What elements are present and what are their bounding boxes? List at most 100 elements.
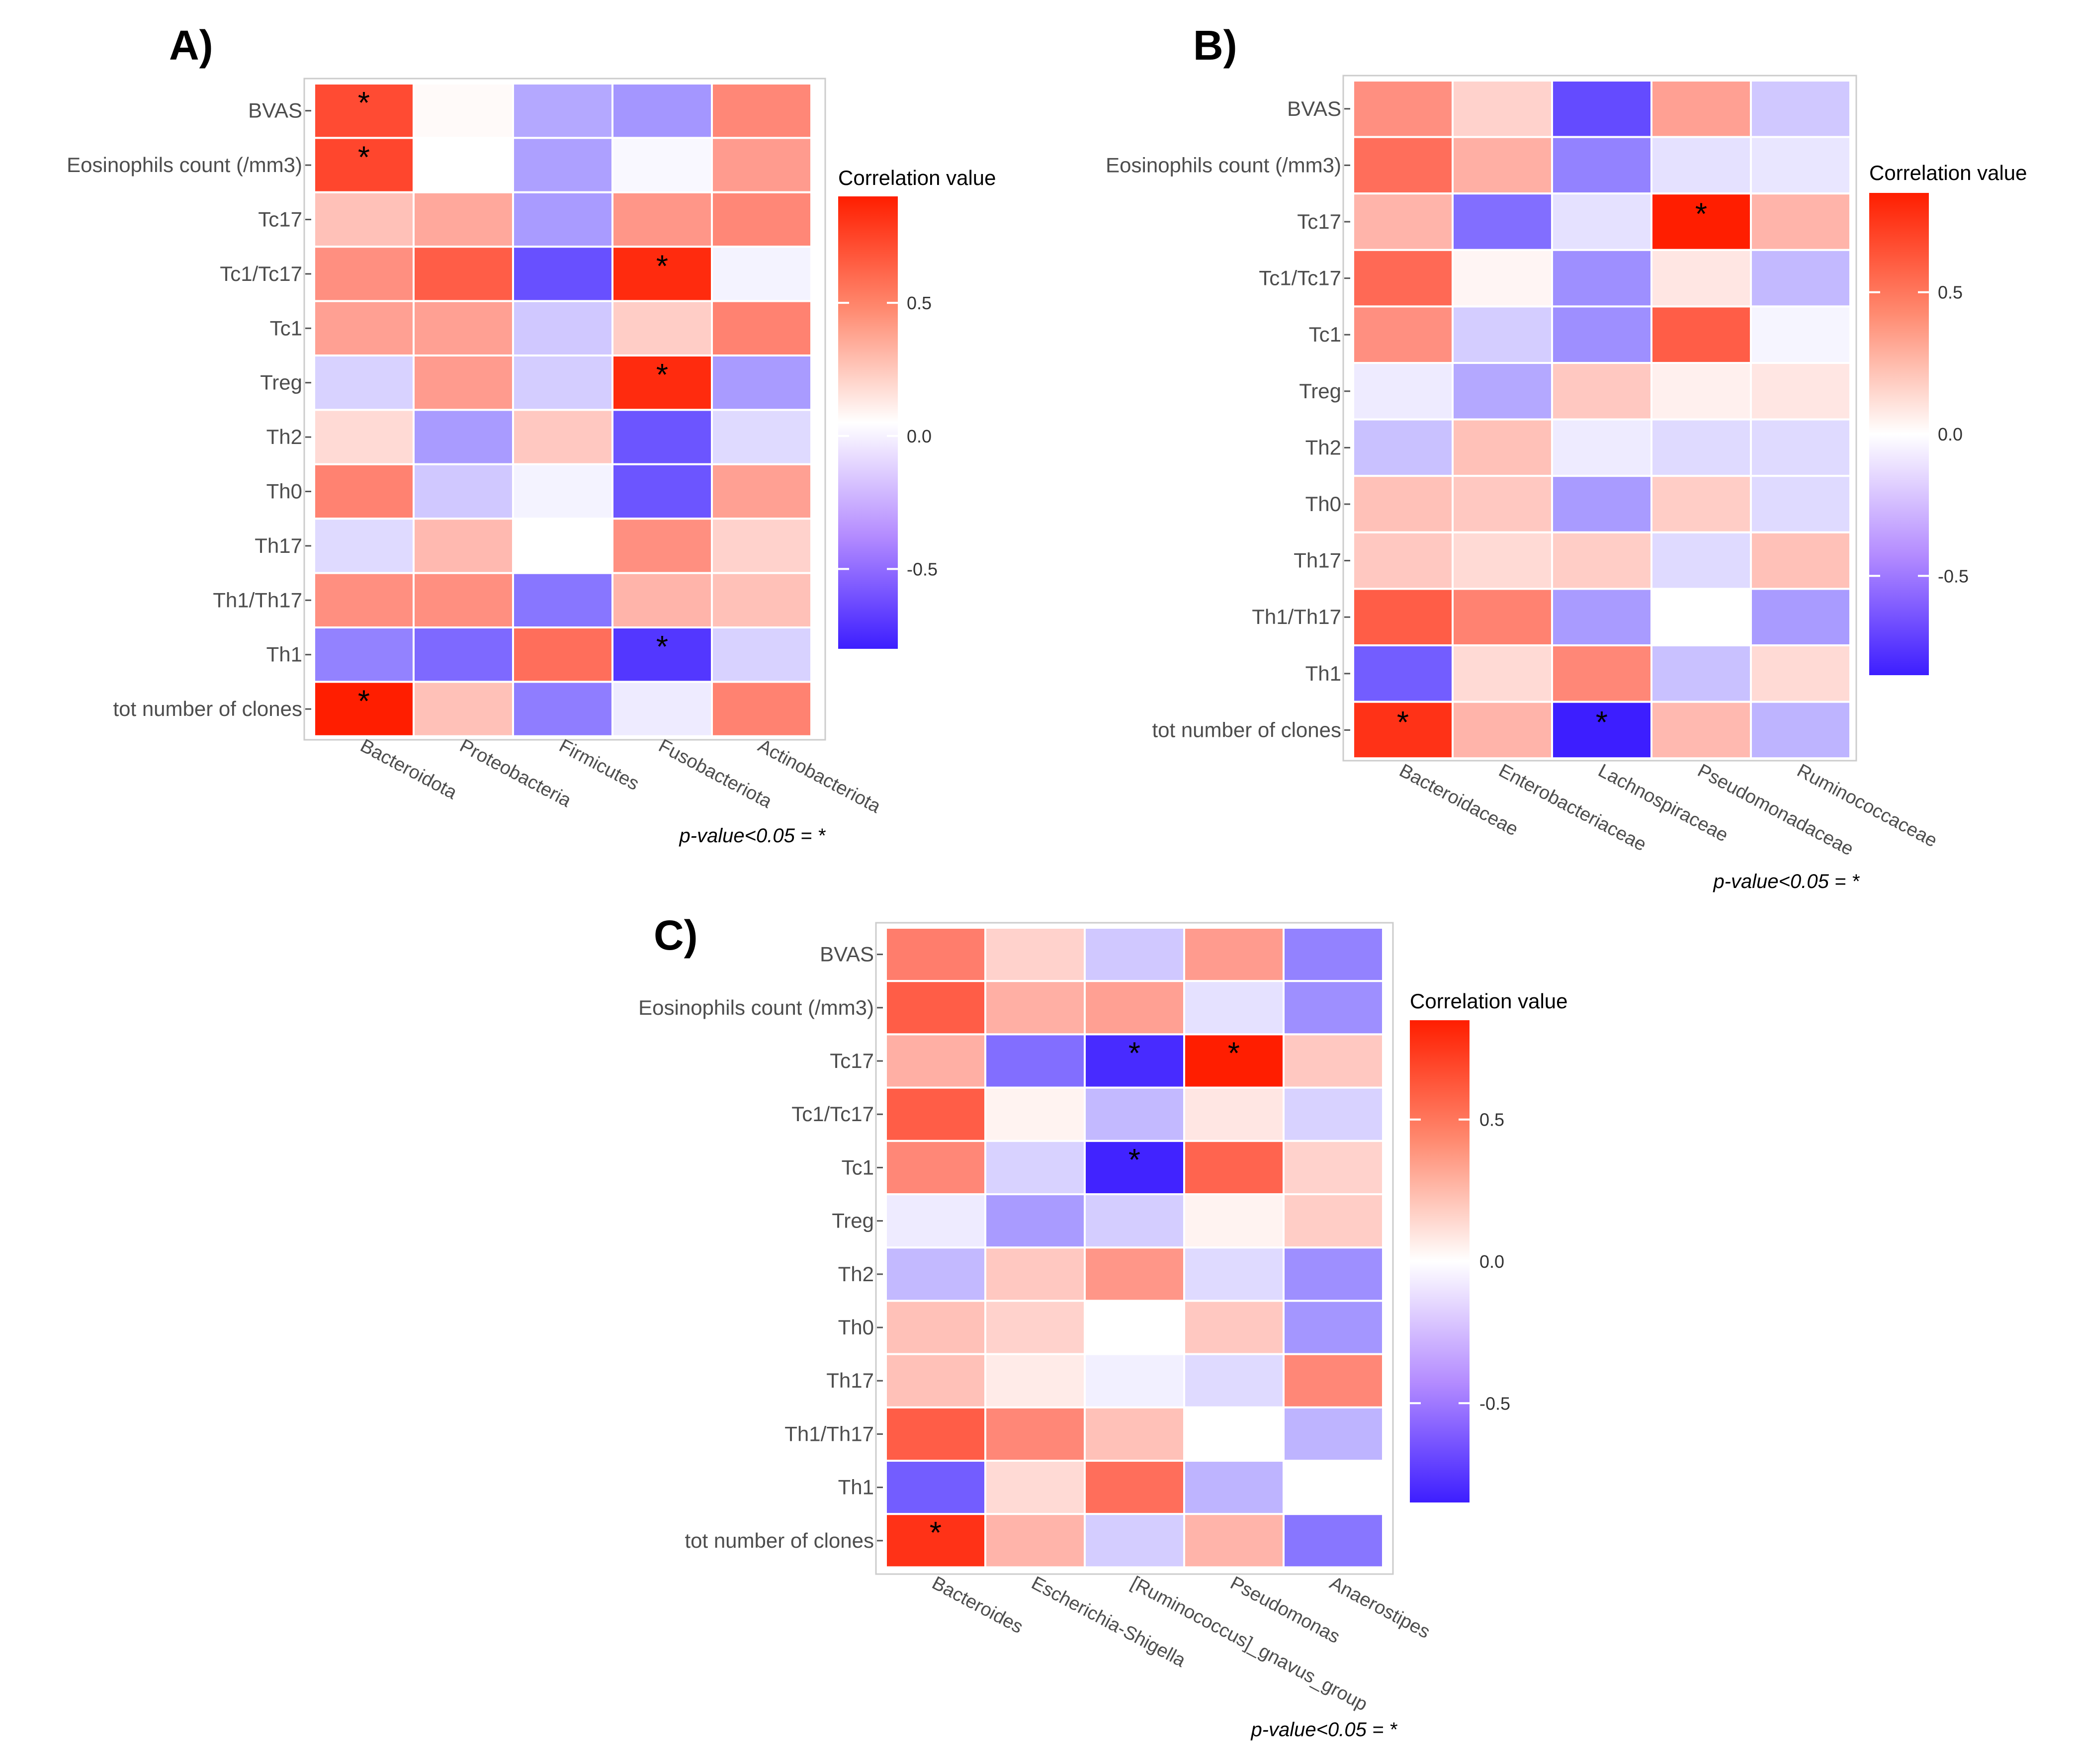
heatmap-cell <box>984 1513 1086 1569</box>
column-label: Proteobacteria <box>456 735 575 812</box>
heatmap-cell <box>1283 1140 1384 1196</box>
heatmap-cell <box>1084 1353 1185 1409</box>
heatmap-cell <box>711 626 812 683</box>
heatmap-cell <box>1352 249 1454 308</box>
heatmap-cell <box>512 246 613 302</box>
heatmap-cell <box>885 1033 986 1089</box>
heatmap-cell <box>885 927 986 982</box>
heatmap-cell <box>1650 249 1752 308</box>
row-label: Th0 <box>1305 492 1341 516</box>
heatmap-cell <box>512 137 613 193</box>
significance-star: * <box>656 249 668 283</box>
legend-tick-label: -0.5 <box>1479 1393 1510 1413</box>
heatmap-panel-c: C) * * * * BVAS Eosinophils count (/mm3) Tc17 Tc… <box>638 912 1567 1741</box>
heatmap-cell <box>1750 192 1851 251</box>
heatmap-cell <box>1551 362 1652 421</box>
legend-title: Correlation value <box>838 166 996 189</box>
heatmap-cell <box>611 681 713 737</box>
row-label: Tc17 <box>258 208 302 231</box>
heatmap-cell <box>1452 136 1553 195</box>
heatmap-cell <box>885 1086 986 1142</box>
heatmap-cell <box>611 191 713 248</box>
heatmap-cell <box>1183 1086 1285 1142</box>
heatmap-cell <box>1650 305 1752 364</box>
heatmap-cell <box>984 1140 1086 1196</box>
row-label: Th1/Th17 <box>784 1422 874 1445</box>
heatmap-cell <box>1352 588 1454 647</box>
heatmap-cell <box>711 572 812 628</box>
heatmap-cell <box>711 191 812 248</box>
row-label: Tc1 <box>842 1155 874 1179</box>
column-label: Bacteroidota <box>357 735 461 804</box>
heatmap-cell <box>711 354 812 411</box>
heatmap-cell <box>512 354 613 411</box>
heatmap-cell <box>1283 980 1384 1036</box>
row-label: Th1/Th17 <box>1252 605 1341 628</box>
heatmap-cell <box>1183 1033 1285 1089</box>
column-label: Fusobacteriota <box>655 735 776 812</box>
heatmap-cell <box>885 1140 986 1196</box>
heatmap-cell <box>1183 980 1285 1036</box>
significance-star: * <box>1128 1143 1140 1177</box>
heatmap-cell <box>413 681 514 737</box>
row-label: Treg <box>832 1209 874 1233</box>
heatmap-cell <box>1551 249 1652 308</box>
heatmap-cell <box>1283 1406 1384 1462</box>
significance-star: * <box>930 1516 942 1550</box>
heatmap-cell <box>1084 1513 1185 1569</box>
row-label: Th2 <box>838 1262 874 1286</box>
heatmap-cell <box>512 626 613 683</box>
significance-star: * <box>656 630 668 664</box>
row-label: Th1 <box>838 1476 874 1499</box>
column-label: Actinobacteriota <box>755 735 884 817</box>
heatmap-cell <box>984 980 1086 1036</box>
heatmap-cell <box>1551 305 1652 364</box>
heatmap-cell <box>413 409 514 465</box>
legend-tick-label: 0.5 <box>907 293 932 313</box>
heatmap-cell <box>1452 80 1553 138</box>
heatmap-cell <box>1551 475 1652 533</box>
heatmap-cell <box>611 518 713 574</box>
row-label: BVAS <box>820 943 874 966</box>
heatmap-cell <box>1352 418 1454 477</box>
significance-star: * <box>358 685 370 719</box>
heatmap-cell <box>611 83 713 139</box>
heatmap-cell <box>1750 249 1851 308</box>
significance-star: * <box>358 141 370 175</box>
heatmap-cell <box>1183 1406 1285 1462</box>
heatmap-cell <box>611 463 713 520</box>
heatmap-cell <box>711 246 812 302</box>
row-label: Tc1/Tc17 <box>791 1102 874 1126</box>
row-label: Eosinophils count (/mm3) <box>1106 153 1341 176</box>
panel-a-frame <box>303 78 826 741</box>
heatmap-cell <box>313 518 415 574</box>
heatmap-cell <box>1452 475 1553 533</box>
heatmap-cell <box>512 83 613 139</box>
heatmap-cell <box>512 300 613 356</box>
heatmap-cell <box>1183 1193 1285 1249</box>
heatmap-cell <box>1650 136 1752 195</box>
heatmap-cell <box>611 137 713 193</box>
heatmap-cell <box>1452 249 1553 308</box>
column-label: Firmicutes <box>556 735 642 794</box>
heatmap-cell <box>413 137 514 193</box>
heatmap-cell <box>1650 475 1752 533</box>
row-label: Th17 <box>826 1369 874 1392</box>
legend-tick-label: -0.5 <box>907 559 938 579</box>
heatmap-cell <box>1750 362 1851 421</box>
heatmap-cell <box>1452 305 1553 364</box>
row-label: Tc1/Tc17 <box>1259 266 1341 290</box>
heatmap-cell <box>711 300 812 356</box>
heatmap-cell <box>885 1193 986 1249</box>
heatmap-cell <box>984 1353 1086 1409</box>
heatmap-cell <box>512 409 613 465</box>
row-label: BVAS <box>1287 97 1341 120</box>
row-label: Th1 <box>266 643 302 666</box>
heatmap-cell <box>1084 1246 1185 1302</box>
heatmap-cell <box>1551 531 1652 590</box>
heatmap-cell <box>413 626 514 683</box>
heatmap-cell <box>1283 1353 1384 1409</box>
row-label: Th2 <box>266 425 302 448</box>
heatmap-cell <box>1283 1300 1384 1355</box>
heatmap-cell <box>512 572 613 628</box>
